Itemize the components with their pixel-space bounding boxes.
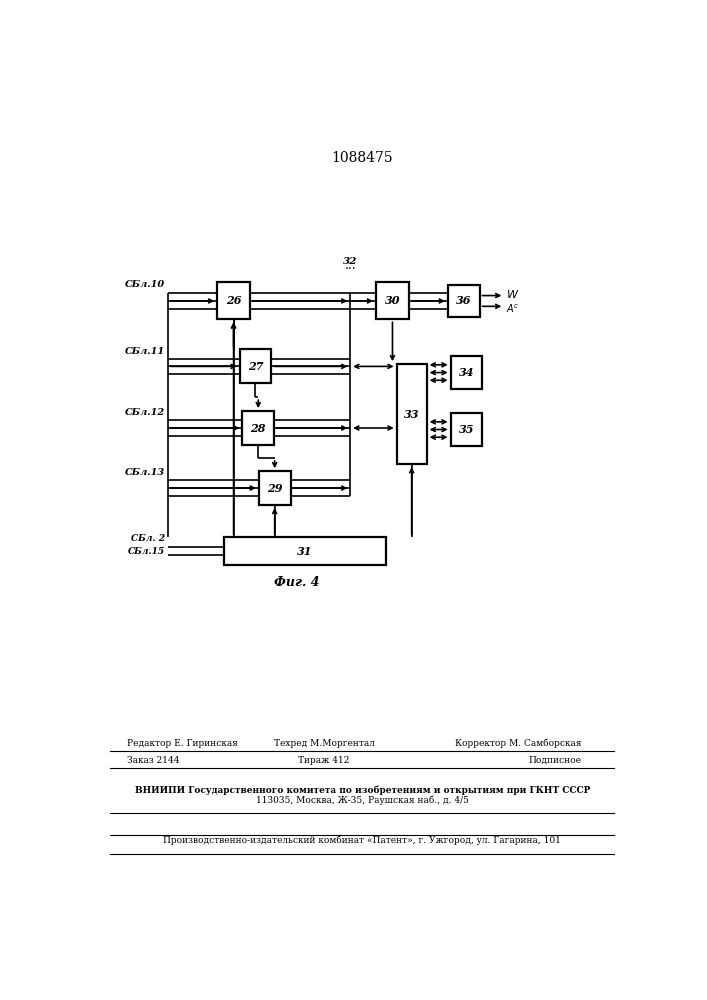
Text: Заказ 2144: Заказ 2144 <box>127 756 180 765</box>
Bar <box>217 282 250 319</box>
Text: 33: 33 <box>404 409 419 420</box>
Text: СБл.10: СБл.10 <box>125 280 165 289</box>
Text: $A^c$: $A^c$ <box>506 302 520 315</box>
Text: 29: 29 <box>267 483 282 494</box>
Text: СБл. 2: СБл. 2 <box>131 534 165 543</box>
Text: Производственно-издательский комбинат «Патент», г. Ужгород, ул. Гагарина, 101: Производственно-издательский комбинат «П… <box>163 835 561 845</box>
Text: 26: 26 <box>226 295 241 306</box>
Text: 31: 31 <box>297 546 312 557</box>
Text: 27: 27 <box>247 361 263 372</box>
Text: Подписное: Подписное <box>529 756 582 765</box>
Text: 113035, Москва, Ж-35, Раушская наб., д. 4/5: 113035, Москва, Ж-35, Раушская наб., д. … <box>256 796 469 805</box>
Text: СБл.11: СБл.11 <box>125 347 165 356</box>
Text: Корректор М. Самборская: Корректор М. Самборская <box>455 739 582 748</box>
Text: 28: 28 <box>250 422 266 434</box>
Text: 32: 32 <box>343 257 358 266</box>
Text: СБл.12: СБл.12 <box>125 408 165 417</box>
Bar <box>243 411 274 445</box>
Text: 35: 35 <box>459 424 474 435</box>
Bar <box>450 413 482 446</box>
Bar <box>240 349 271 383</box>
Bar <box>448 285 479 317</box>
Text: ···: ··· <box>344 263 356 276</box>
Text: Фиг. 4: Фиг. 4 <box>274 576 320 588</box>
Text: $W$: $W$ <box>506 288 519 300</box>
Bar <box>259 471 291 505</box>
Text: Тираж 412: Тираж 412 <box>298 756 350 765</box>
Text: СБл.13: СБл.13 <box>125 468 165 477</box>
Text: 34: 34 <box>459 367 474 378</box>
Text: ВНИИПИ Государственного комитета по изобретениям и открытиям при ГКНТ СССР: ВНИИПИ Государственного комитета по изоб… <box>134 785 590 795</box>
Text: 1088475: 1088475 <box>332 151 393 165</box>
Text: Техред М.Моргентал: Техред М.Моргентал <box>274 739 375 748</box>
Text: СБл.15: СБл.15 <box>128 547 165 556</box>
Bar <box>397 364 427 464</box>
Text: Редактор Е. Гиринская: Редактор Е. Гиринская <box>127 739 238 748</box>
Text: 30: 30 <box>385 295 400 306</box>
Bar <box>376 282 409 319</box>
Bar <box>450 356 482 389</box>
Text: 36: 36 <box>456 295 472 306</box>
Bar <box>224 537 385 565</box>
